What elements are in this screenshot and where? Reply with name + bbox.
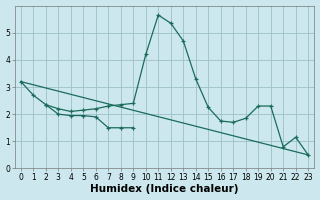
X-axis label: Humidex (Indice chaleur): Humidex (Indice chaleur) (90, 184, 239, 194)
